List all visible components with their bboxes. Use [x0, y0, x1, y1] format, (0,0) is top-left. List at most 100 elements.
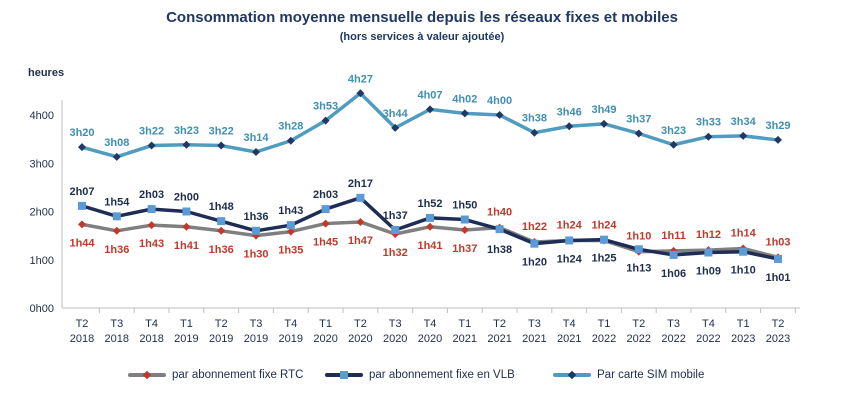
data-label-1: 1h50: [452, 200, 477, 212]
data-point-1: [112, 212, 121, 221]
data-point-1: [634, 245, 643, 254]
data-label-0: 1h11: [661, 230, 685, 242]
x-tick-label-year: 2019: [209, 333, 233, 345]
x-tick-label-quarter: T4: [284, 318, 297, 330]
x-tick-label-year: 2021: [557, 333, 581, 345]
data-point-2: [147, 141, 156, 150]
data-label-1: 2h03: [313, 189, 338, 201]
data-point-2: [286, 136, 295, 145]
x-tick-label-quarter: T1: [737, 318, 750, 330]
data-label-0: 1h03: [765, 236, 790, 248]
data-label-0: 1h41: [174, 240, 199, 252]
data-point-0: [356, 217, 365, 226]
x-tick-label-quarter: T1: [319, 318, 332, 330]
x-tick-label-quarter: T4: [563, 318, 576, 330]
legend-swatch-rtc: [128, 369, 166, 381]
data-label-1: 1h38: [487, 244, 512, 256]
data-label-1: 1h43: [278, 205, 303, 217]
data-point-1: [286, 221, 295, 230]
data-point-2: [391, 123, 400, 132]
data-point-1: [391, 225, 400, 234]
data-label-0: 1h45: [313, 237, 338, 249]
chart-subtitle: (hors services à valeur ajoutée): [339, 31, 505, 43]
data-point-1: [356, 193, 365, 202]
legend-label-sim: Par carte SIM mobile: [597, 369, 705, 381]
y-tick-label: 0h00: [30, 303, 54, 315]
data-label-0: 1h37: [452, 243, 477, 255]
data-point-2: [530, 128, 539, 137]
data-point-0: [217, 226, 226, 235]
data-label-0: 1h35: [278, 245, 303, 257]
data-label-2: 3h29: [765, 120, 790, 132]
data-label-1: 2h03: [139, 189, 164, 201]
data-point-0: [426, 222, 434, 231]
data-point-1: [704, 248, 713, 257]
data-label-2: 3h22: [209, 126, 234, 138]
data-label-2: 3h20: [69, 127, 94, 139]
data-label-2: 3h23: [174, 125, 199, 137]
data-point-1: [495, 225, 504, 234]
data-point-0: [147, 221, 156, 230]
data-label-1: 1h48: [209, 201, 234, 213]
data-label-0: 1h47: [348, 235, 373, 247]
data-label-0: 1h41: [417, 240, 442, 252]
data-point-1: [530, 239, 539, 248]
x-tick-label-year: 2020: [418, 333, 442, 345]
data-point-1: [147, 205, 156, 214]
x-tick-label-year: 2018: [70, 333, 94, 345]
data-label-2: 3h38: [522, 113, 547, 125]
data-label-1: 1h01: [765, 272, 790, 284]
data-label-2: 3h44: [383, 108, 409, 120]
data-label-1: 2h17: [348, 178, 373, 190]
data-label-0: 1h22: [522, 221, 547, 233]
data-point-0: [78, 220, 86, 229]
x-tick-label-year: 2018: [139, 333, 163, 345]
data-label-1: 1h06: [661, 268, 686, 280]
x-tick-label-quarter: T1: [598, 318, 611, 330]
data-point-0: [321, 219, 330, 228]
data-label-1: 1h10: [731, 265, 756, 277]
data-point-2: [495, 111, 504, 119]
data-label-0: 1h40: [487, 207, 512, 219]
data-point-2: [217, 141, 226, 150]
x-tick-label-quarter: T2: [493, 318, 506, 330]
data-label-2: 4h02: [452, 93, 477, 105]
data-label-2: 3h22: [139, 126, 164, 138]
data-label-0: 1h44: [69, 237, 95, 249]
data-point-1: [78, 201, 86, 210]
x-tick-label-year: 2021: [487, 333, 511, 345]
x-tick-label-year: 2019: [244, 333, 268, 345]
data-point-2: [565, 122, 574, 131]
x-tick-label-year: 2019: [279, 333, 303, 345]
data-point-2: [321, 116, 330, 125]
x-tick-label-year: 2019: [174, 333, 198, 345]
data-label-1: 1h13: [626, 262, 651, 274]
data-point-1: [252, 226, 260, 235]
data-label-2: 3h14: [243, 132, 269, 144]
data-label-1: 1h20: [522, 257, 547, 269]
legend-label-vlb: par abonnement fixe en VLB: [369, 369, 515, 381]
data-label-2: 3h34: [731, 116, 757, 128]
data-label-2: 3h33: [696, 117, 721, 129]
x-tick-label-year: 2023: [731, 333, 755, 345]
data-point-0: [182, 222, 191, 231]
x-tick-label-year: 2022: [592, 333, 616, 345]
data-label-1: 1h25: [591, 253, 616, 265]
data-point-1: [600, 235, 608, 244]
data-point-2: [252, 147, 260, 156]
data-point-2: [739, 131, 748, 140]
data-point-1: [217, 217, 226, 226]
x-tick-label-year: 2021: [453, 333, 477, 345]
data-label-0: 1h36: [104, 244, 129, 256]
data-point-1: [565, 236, 574, 245]
data-point-2: [600, 119, 608, 128]
data-point-2: [112, 152, 121, 161]
x-tick-label-year: 2022: [627, 333, 651, 345]
data-label-1: 2h00: [174, 192, 199, 204]
data-label-0: 1h14: [731, 227, 757, 239]
y-tick-label: 4h00: [30, 110, 54, 122]
data-label-1: 1h37: [383, 210, 408, 222]
data-point-1: [426, 213, 434, 222]
